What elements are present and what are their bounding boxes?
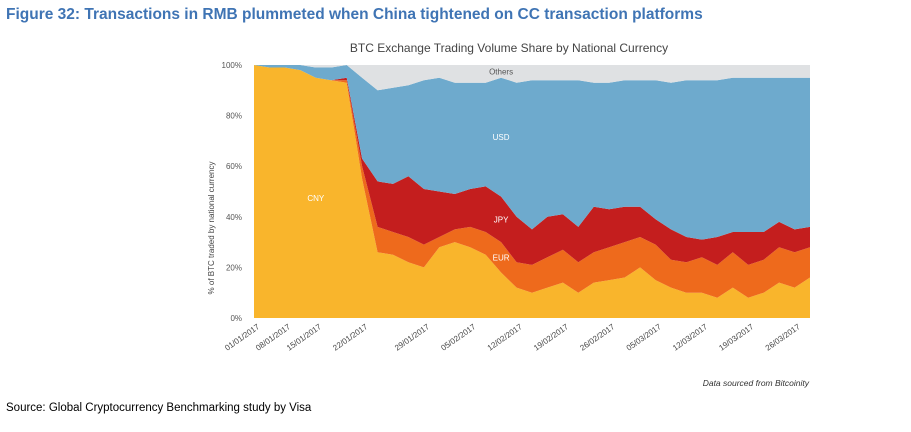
- y-tick-label: 60%: [226, 162, 242, 171]
- x-tick-label: 05/03/2017: [625, 322, 663, 353]
- x-tick-label: 19/03/2017: [717, 322, 755, 353]
- y-tick-label: 0%: [230, 314, 242, 323]
- series-label-eur: EUR: [493, 253, 510, 262]
- figure-title: Figure 32: Transactions in RMB plummeted…: [6, 6, 703, 23]
- x-tick-label: 26/03/2017: [764, 322, 802, 353]
- area-cny: [254, 65, 810, 318]
- x-tick-label: 15/01/2017: [285, 322, 323, 353]
- y-tick-label: 100%: [222, 61, 242, 70]
- data-source-note: Data sourced from Bitcoinity: [703, 378, 810, 388]
- figure-source: Source: Global Cryptocurrency Benchmarki…: [6, 402, 312, 414]
- x-tick-label: 29/01/2017: [393, 322, 431, 353]
- y-axis-label: % of BTC traded by national currency: [207, 162, 216, 295]
- x-tick-label: 19/02/2017: [532, 322, 570, 353]
- x-tick-label: 22/01/2017: [331, 322, 369, 353]
- series-label-usd: USD: [493, 133, 510, 142]
- y-tick-label: 40%: [226, 213, 242, 222]
- series-label-others: Others: [489, 67, 513, 76]
- x-tick-label: 12/03/2017: [671, 322, 709, 353]
- area-usd: [254, 65, 810, 240]
- x-tick-label: 26/02/2017: [578, 322, 616, 353]
- y-axis-ticks: 0% 20% 40% 60% 80% 100%: [222, 61, 242, 323]
- y-tick-label: 20%: [226, 263, 242, 272]
- x-tick-label: 12/02/2017: [486, 322, 524, 353]
- area-jpy: [254, 65, 810, 265]
- series-areas: [254, 65, 810, 318]
- chart-title: BTC Exchange Trading Volume Share by Nat…: [350, 41, 668, 55]
- series-label-cny: CNY: [307, 194, 325, 203]
- area-others: [254, 65, 810, 91]
- area-eur: [254, 65, 810, 298]
- y-tick-label: 80%: [226, 112, 242, 121]
- x-tick-label: 05/02/2017: [439, 322, 477, 353]
- series-labels: CNY EUR JPY USD Others: [307, 67, 513, 262]
- series-label-jpy: JPY: [494, 215, 509, 224]
